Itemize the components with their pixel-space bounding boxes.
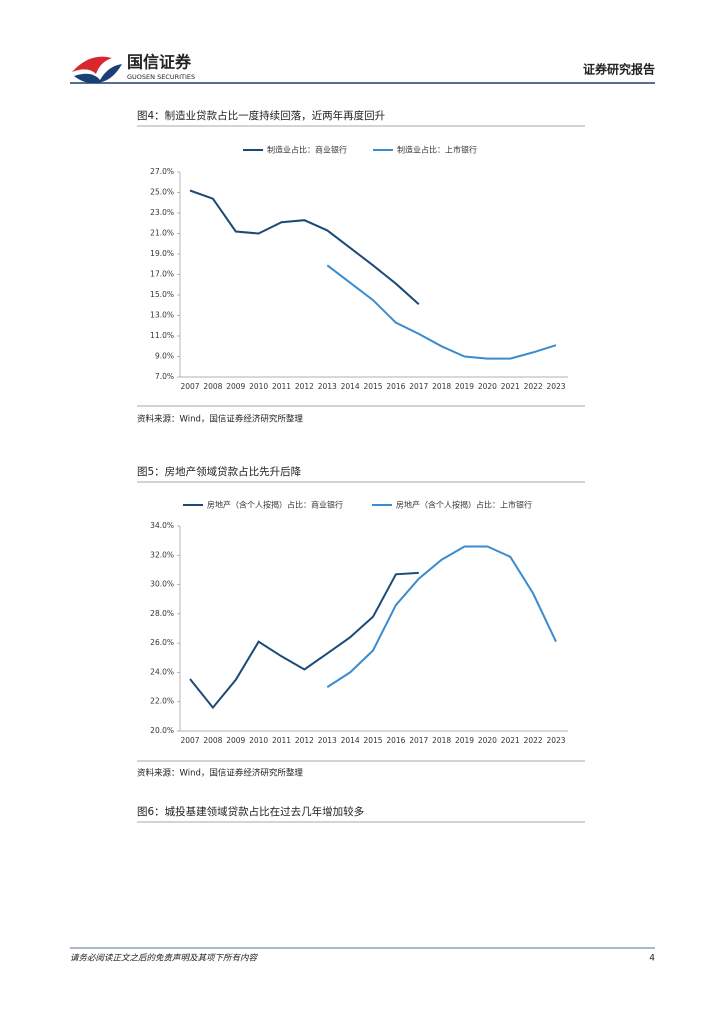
- y-tick-label: 24.0%: [150, 667, 174, 676]
- x-tick-label: 2019: [455, 382, 474, 391]
- y-tick-label: 27.0%: [150, 167, 174, 176]
- y-tick-label: 21.0%: [150, 229, 174, 238]
- x-tick-label: 2010: [249, 382, 268, 391]
- x-tick-label: 2012: [295, 736, 314, 745]
- x-tick-label: 2017: [409, 382, 428, 391]
- x-tick-label: 2014: [341, 736, 360, 745]
- y-tick-label: 34.0%: [150, 521, 174, 530]
- x-tick-label: 2013: [318, 382, 337, 391]
- x-tick-label: 2010: [249, 736, 268, 745]
- brand: 国信证券: [127, 53, 192, 72]
- y-tick-label: 7.0%: [155, 372, 174, 381]
- figure-source: 资料来源：Wind，国信证券经济研究所整理: [137, 414, 303, 425]
- brand-en: GUOSEN SECURITIES: [127, 73, 195, 81]
- legend-label: 制造业占比：上市银行: [397, 145, 477, 155]
- y-tick-label: 23.0%: [150, 208, 174, 217]
- logo-blue: [74, 64, 122, 84]
- y-tick-label: 22.0%: [150, 697, 174, 706]
- x-tick-label: 2016: [386, 736, 405, 745]
- y-tick-label: 19.0%: [150, 249, 174, 258]
- x-tick-label: 2023: [546, 736, 565, 745]
- x-tick-label: 2020: [478, 736, 497, 745]
- y-tick-label: 11.0%: [150, 331, 174, 340]
- y-tick-label: 13.0%: [150, 311, 174, 320]
- x-tick-label: 2022: [524, 382, 543, 391]
- y-tick-label: 15.0%: [150, 290, 174, 299]
- series-line: [326, 264, 557, 360]
- x-tick-label: 2023: [546, 382, 565, 391]
- x-tick-label: 2015: [363, 736, 382, 745]
- series-line: [189, 189, 420, 305]
- x-tick-label: 2022: [524, 736, 543, 745]
- x-tick-label: 2008: [203, 382, 222, 391]
- x-tick-label: 2018: [432, 382, 451, 391]
- figure-source: 资料来源：Wind，国信证券经济研究所整理: [137, 768, 303, 779]
- series-line: [326, 545, 557, 688]
- x-tick-label: 2012: [295, 382, 314, 391]
- x-tick-label: 2009: [226, 736, 245, 745]
- x-tick-label: 2021: [501, 736, 520, 745]
- x-tick-label: 2017: [409, 736, 428, 745]
- figure-title: 图6：城投基建领域贷款占比在过去几年增加较多: [137, 805, 364, 818]
- disclaimer: 请务必阅读正文之后的免责声明及其项下所有内容: [70, 953, 259, 964]
- legend-label: 房地产（含个人按揭）占比：商业银行: [207, 500, 343, 510]
- x-tick-label: 2014: [341, 382, 360, 391]
- y-tick-label: 26.0%: [150, 638, 174, 647]
- y-tick-label: 9.0%: [155, 352, 174, 361]
- series-line: [189, 571, 419, 710]
- y-tick-label: 32.0%: [150, 550, 174, 559]
- x-tick-label: 2011: [272, 736, 291, 745]
- x-tick-label: 2009: [226, 382, 245, 391]
- logo: [72, 56, 122, 84]
- y-tick-label: 20.0%: [150, 726, 174, 735]
- y-tick-label: 17.0%: [150, 270, 174, 279]
- logo-red: [72, 56, 112, 74]
- x-tick-label: 2013: [318, 736, 337, 745]
- page-number: 4: [649, 954, 655, 964]
- report-type: 证券研究报告: [583, 62, 655, 77]
- x-tick-label: 2019: [455, 736, 474, 745]
- x-tick-label: 2007: [180, 736, 199, 745]
- x-tick-label: 2007: [180, 382, 199, 391]
- x-tick-label: 2021: [501, 382, 520, 391]
- x-tick-label: 2020: [478, 382, 497, 391]
- legend-label: 制造业占比：商业银行: [267, 145, 347, 155]
- y-tick-label: 30.0%: [150, 580, 174, 589]
- y-tick-label: 25.0%: [150, 188, 174, 197]
- figure-title: 图4：制造业贷款占比一度持续回落，近两年再度回升: [137, 109, 385, 122]
- x-tick-label: 2018: [432, 736, 451, 745]
- figure-title: 图5：房地产领域贷款占比先升后降: [137, 465, 302, 478]
- x-tick-label: 2016: [386, 382, 405, 391]
- x-tick-label: 2015: [363, 382, 382, 391]
- y-tick-label: 28.0%: [150, 609, 174, 618]
- legend-label: 房地产（含个人按揭）占比：上市银行: [396, 500, 532, 510]
- x-tick-label: 2008: [203, 736, 222, 745]
- x-tick-label: 2011: [272, 382, 291, 391]
